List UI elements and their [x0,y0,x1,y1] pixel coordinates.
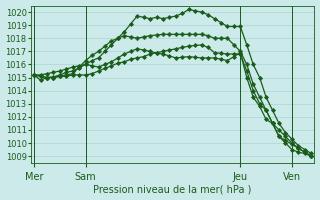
X-axis label: Pression niveau de la mer( hPa ): Pression niveau de la mer( hPa ) [93,184,252,194]
